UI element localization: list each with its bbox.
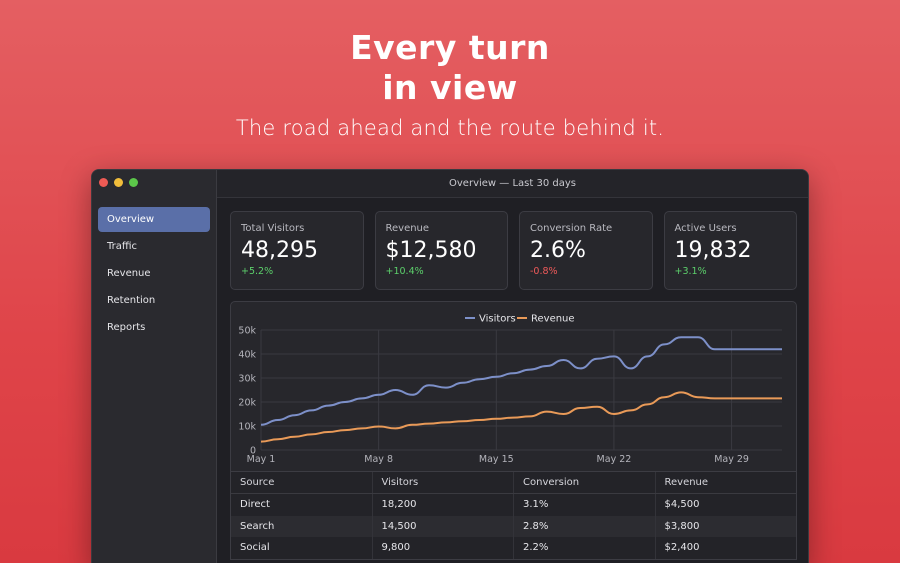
table-header-source[interactable]: Source [231,472,373,493]
table-cell: $3,800 [664,520,700,532]
legend-label-visitors: Visitors [479,314,516,325]
kpi-label: Revenue [385,223,430,234]
kpi-value: 48,295 [241,238,318,263]
table-header-visitors[interactable]: Visitors [373,472,514,493]
kpi-label: Conversion Rate [530,223,613,234]
y-tick-label: 30k [238,374,256,385]
y-tick-label: 40k [238,350,256,361]
kpi-value: 19,832 [674,238,752,263]
line-chart-panel: 0 10k 20k 30k 40k 50k May 1 May 8 May 15 May 22 Ma… [230,301,797,472]
kpi-delta: +5.2% [241,266,274,277]
kpi-value: 2.6% [530,238,586,263]
kpi-label: Total Visitors [241,223,305,234]
window-controls [99,178,138,187]
table-header-row: Source Visitors Conversion Revenue [231,472,796,494]
minimize-window-button[interactable] [114,178,123,187]
table-row[interactable]: Search 14,500 2.8% $3,800 [231,515,796,537]
table-row[interactable]: Social 9,800 2.2% $2,400 [231,537,796,559]
sources-table: Source Visitors Conversion Revenue Direc… [230,472,797,560]
table-header-conversion[interactable]: Conversion [514,472,656,493]
kpi-card-active-users: Active Users 19,832 +3.1% [663,211,797,290]
table-cell: 3.1% [514,494,656,516]
sidebar-item-traffic[interactable]: Traffic [107,241,138,252]
kpi-cards: Total Visitors 48,295 +5.2% Revenue $12,… [230,211,797,290]
table-cell: 2.8% [514,515,656,537]
table-cell: $4,500 [664,499,700,510]
main-content: Total Visitors 48,295 +5.2% Revenue $12,… [217,198,808,563]
series-line-revenue [260,391,782,443]
hero-title-line1: Every turn [350,28,550,67]
table-cell: 14,500 [373,515,514,537]
table-cell: 2.2% [514,537,656,559]
legend-label-revenue: Revenue [531,314,575,325]
table-cell: 18,200 [373,494,514,516]
kpi-delta: +10.4% [385,266,424,277]
sidebar: Overview Traffic Revenue Retention Repor… [92,170,217,563]
x-tick-label: May 29 [714,454,749,465]
table-cell: Direct [231,494,373,516]
kpi-card-conversion-rate: Conversion Rate 2.6% -0.8% [519,211,653,290]
table-cell: 9,800 [373,537,514,559]
hero-title-line2: in view [382,68,518,107]
kpi-label: Active Users [674,223,737,234]
sidebar-item-revenue[interactable]: Revenue [107,268,151,279]
close-window-button[interactable] [99,178,108,187]
y-tick-label: 10k [238,422,256,433]
y-tick-label: 20k [238,398,256,409]
kpi-delta: +3.1% [674,266,707,277]
y-tick-label: 0 [250,446,256,457]
zoom-window-button[interactable] [129,178,138,187]
kpi-delta: -0.8% [530,266,558,277]
sidebar-item-retention[interactable]: Retention [107,295,156,306]
kpi-card-revenue: Revenue $12,580 +10.4% [374,211,508,290]
app-window: Overview Traffic Revenue Retention Repor… [91,169,809,563]
window-title: Overview — Last 30 days [217,170,808,198]
x-tick-label: May 15 [479,454,514,465]
x-tick-label: May 22 [597,454,632,465]
table-cell: Search [231,515,373,537]
table-cell: Social [231,537,373,559]
hero-subtitle: The road ahead and the route behind it. [235,116,665,140]
line-chart: 0 10k 20k 30k 40k 50k May 1 May 8 May 15 May 22 Ma… [238,314,782,465]
kpi-value: $12,580 [385,238,477,263]
sidebar-nav: Overview Traffic Revenue Retention Repor… [98,207,210,342]
x-tick-label: May 1 [247,454,276,465]
x-tick-label: May 8 [364,454,393,465]
table-cell: $2,400 [664,542,700,553]
y-tick-label: 50k [238,326,256,337]
table-header-revenue[interactable]: Revenue [664,477,709,488]
kpi-card-total-visitors: Total Visitors 48,295 +5.2% [230,211,364,290]
sidebar-item-overview[interactable]: Overview [98,207,210,232]
sidebar-item-reports[interactable]: Reports [107,322,146,333]
table-row[interactable]: Direct 18,200 3.1% $4,500 [231,494,796,516]
series-line-visitors [260,336,782,426]
hero-title: Every turn in view [0,28,900,108]
